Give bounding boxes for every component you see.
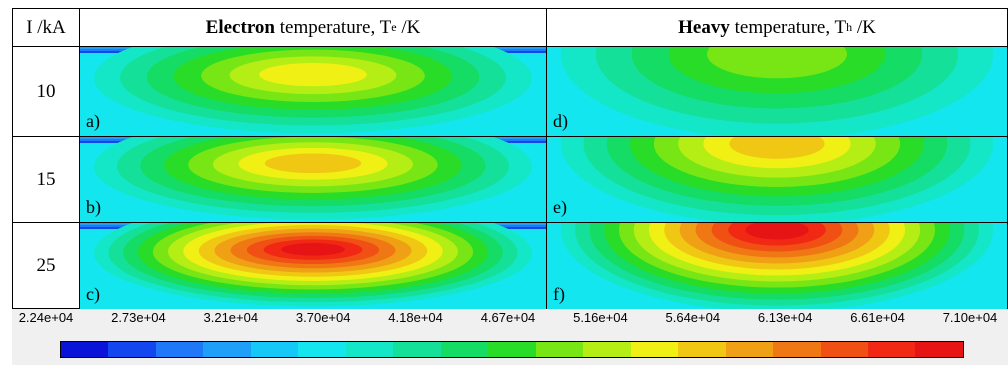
colorbar-swatch	[345, 342, 394, 357]
colorbar-swatch	[583, 342, 631, 357]
heavy-header-text: temperature, T	[729, 16, 847, 38]
current-value: 15	[36, 168, 56, 190]
colorbar-swatch	[488, 342, 536, 357]
colorbar-tick-label: 2.73e+04	[111, 310, 166, 325]
contour-panel-e: e)	[547, 137, 1007, 222]
colorbar-swatch	[915, 342, 963, 357]
colorbar-tick-label: 5.64e+04	[665, 310, 721, 325]
contour-plot	[547, 137, 1007, 222]
colorbar-tick-label: 6.61e+04	[850, 310, 905, 325]
colorbar-swatch	[250, 342, 299, 357]
colorbar-swatch	[725, 342, 774, 357]
colorbar-swatch	[678, 342, 726, 357]
electron-header-unit: /K	[396, 16, 421, 38]
colorbar-swatch	[108, 342, 156, 357]
contour-plot	[547, 47, 1007, 136]
colorbar-tick-label: 2.24e+04	[18, 310, 74, 325]
contour-level	[264, 153, 362, 174]
colorbar-swatch	[867, 342, 916, 357]
contour-panel-d: d)	[547, 47, 1007, 136]
colorbar-tick-label: 5.16e+04	[573, 310, 628, 325]
colorbar-swatch	[535, 342, 584, 357]
divider	[13, 222, 1007, 223]
contour-panel-f: f)	[547, 223, 1007, 309]
contour-plot	[547, 223, 1007, 309]
colorbar-swatch	[440, 342, 489, 357]
panel-label: f)	[553, 284, 565, 304]
row-current-10: 10	[13, 47, 79, 136]
colorbar-tick-label: 3.70e+04	[295, 310, 351, 325]
colorbar-swatch	[820, 342, 868, 357]
contour-panel-b: b)	[80, 137, 546, 222]
row-current-25: 25	[13, 223, 79, 309]
colorbar-swatch	[298, 342, 346, 357]
panel-label: a)	[86, 111, 100, 131]
panel-label: b)	[86, 197, 101, 217]
colorbar-swatch	[773, 342, 821, 357]
current-value: 25	[36, 255, 56, 276]
colorbar-tick-label: 7.10e+04	[942, 310, 998, 325]
colorbar	[60, 341, 964, 358]
colorbar-tick-label: 4.67e+04	[480, 310, 536, 325]
contour-plot	[80, 47, 546, 136]
divider	[546, 9, 547, 308]
contour-level	[729, 137, 825, 159]
electron-header-bold: Electron	[205, 16, 275, 38]
current-column-header: I /kA	[13, 9, 79, 47]
row-current-15: 15	[13, 137, 79, 222]
heavy-header-bold: Heavy	[678, 16, 730, 38]
contour-panel-a: a)	[80, 47, 546, 136]
divider	[79, 9, 80, 308]
electron-header-subscript: e	[391, 20, 397, 34]
heavy-header-unit: /K	[852, 16, 876, 38]
colorbar-swatch	[630, 342, 679, 357]
panel-label: e)	[553, 197, 567, 217]
contour-level	[707, 47, 847, 79]
colorbar-swatch	[155, 342, 204, 357]
colorbar-swatch	[61, 342, 109, 357]
heavy-header-subscript: h	[846, 20, 853, 34]
colorbar-tick-label: 6.13e+04	[757, 310, 813, 325]
contour-level	[259, 63, 367, 87]
contour-plot	[80, 223, 546, 309]
electron-header-text: temperature, T	[274, 16, 392, 38]
divider	[13, 136, 1007, 137]
colorbar-swatch	[393, 342, 441, 357]
contour-plot	[80, 137, 546, 222]
colorbar-ticks: 2.24e+04 2.73e+04 3.21e+04 3.70e+04 4.18e+04…	[12, 310, 1008, 328]
panel-label: d)	[553, 111, 568, 131]
current-value: 10	[36, 80, 56, 102]
contour-panel-c: c)	[80, 223, 546, 309]
panel-label: c)	[86, 284, 100, 304]
colorbar-tick-label: 3.21e+04	[203, 310, 259, 325]
colorbar-swatch	[203, 342, 251, 357]
contour-level	[281, 243, 345, 256]
current-header-text: I /kA	[26, 16, 66, 38]
contour-level	[745, 223, 809, 240]
colorbar-tick-label: 4.18e+04	[388, 310, 443, 325]
